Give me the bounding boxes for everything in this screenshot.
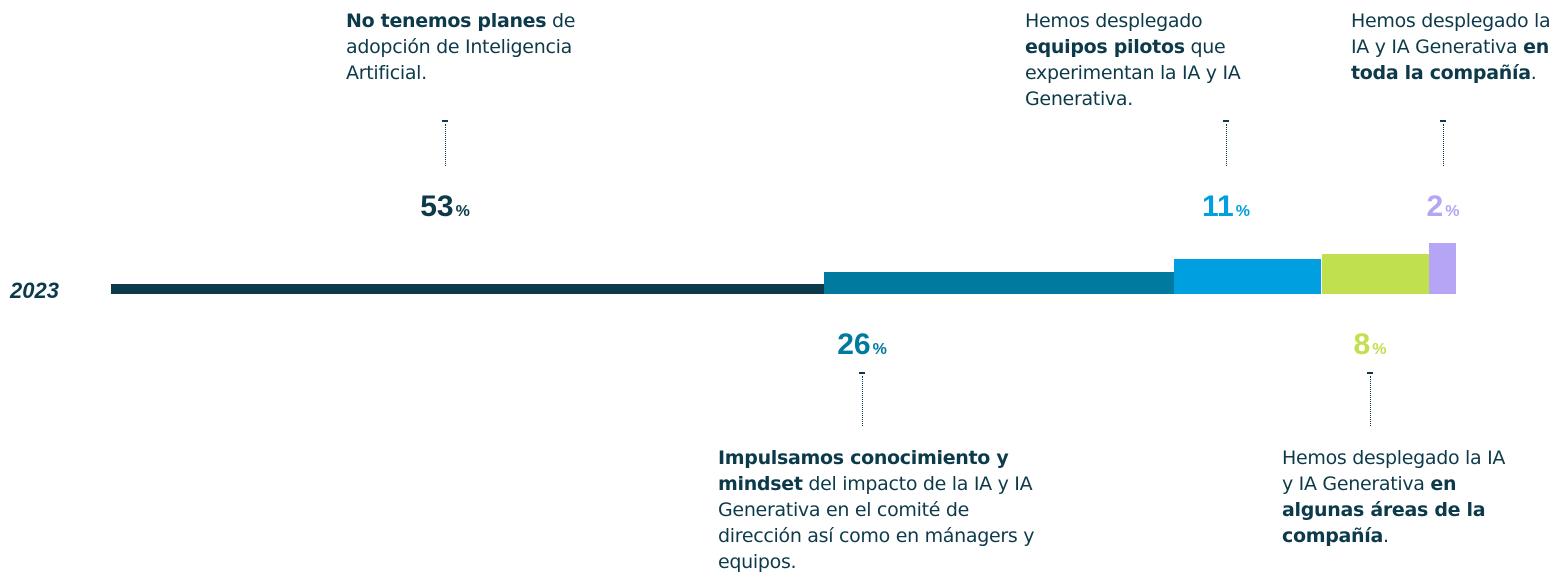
description: Hemos desplegado la IA y IA Generativa e… xyxy=(1351,8,1568,86)
value-number: 26 xyxy=(837,328,871,361)
value-label: 53% xyxy=(420,190,470,224)
connector-dots xyxy=(1443,124,1444,166)
bar-segment xyxy=(1429,243,1456,294)
connector-dots xyxy=(445,124,446,166)
category-label: 2023 xyxy=(10,278,59,303)
description-run: de adopción de Inteligencia Artificial. xyxy=(346,10,576,84)
connector-dash xyxy=(859,372,865,374)
connector-dash xyxy=(1367,372,1373,374)
description-run: en toda la compañía xyxy=(1351,36,1549,84)
value-label: 2% xyxy=(1427,190,1460,224)
description-run: Hemos desplegado xyxy=(1025,10,1203,32)
bar-segment xyxy=(823,272,1174,294)
description-run: en algunas áreas de la compañía xyxy=(1282,473,1486,547)
description-run: . xyxy=(1383,525,1389,547)
connector-dots xyxy=(1226,124,1227,166)
value-number: 8 xyxy=(1353,328,1371,361)
description-run: del impacto de la IA y IA Generativa en … xyxy=(718,473,1035,573)
description: Impulsamos conocimiento y mindset del im… xyxy=(718,445,1038,575)
value-label: 8% xyxy=(1354,328,1387,362)
connector-dots xyxy=(1370,376,1371,426)
value-label: 26% xyxy=(837,328,887,362)
description: Hemos desplegado equipos pilotos que exp… xyxy=(1025,8,1265,112)
value-label: 11% xyxy=(1202,190,1250,224)
description: No tenemos planes de adopción de Intelig… xyxy=(346,8,606,86)
connector-dash xyxy=(1440,120,1446,122)
value-unit: % xyxy=(1445,203,1460,220)
description-run: Hemos desplegado la IA y IA Generativa xyxy=(1282,447,1506,495)
bar-segment xyxy=(111,284,824,294)
description-run: Hemos desplegado la IA y IA Generativa xyxy=(1351,10,1551,58)
description-run: equipos pilotos xyxy=(1025,36,1185,58)
description-run: que experimentan la IA y IA Generativa. xyxy=(1025,36,1241,110)
description-run: Impulsamos conocimiento y mindset xyxy=(718,447,1009,495)
description-run: No tenemos planes xyxy=(346,10,547,32)
value-unit: % xyxy=(1372,341,1387,358)
description-run: . xyxy=(1530,62,1537,84)
value-unit: % xyxy=(1235,203,1250,220)
connector-dash xyxy=(1223,120,1229,122)
description: Hemos desplegado la IA y IA Generativa e… xyxy=(1282,445,1512,549)
connector-dots xyxy=(862,376,863,426)
bar-segment xyxy=(1173,259,1322,294)
value-number: 11 xyxy=(1202,190,1234,223)
value-number: 53 xyxy=(420,190,454,223)
value-unit: % xyxy=(455,203,470,220)
connector-dash xyxy=(442,120,448,122)
value-unit: % xyxy=(872,341,887,358)
bar-segment xyxy=(1321,254,1430,294)
value-number: 2 xyxy=(1426,190,1444,223)
